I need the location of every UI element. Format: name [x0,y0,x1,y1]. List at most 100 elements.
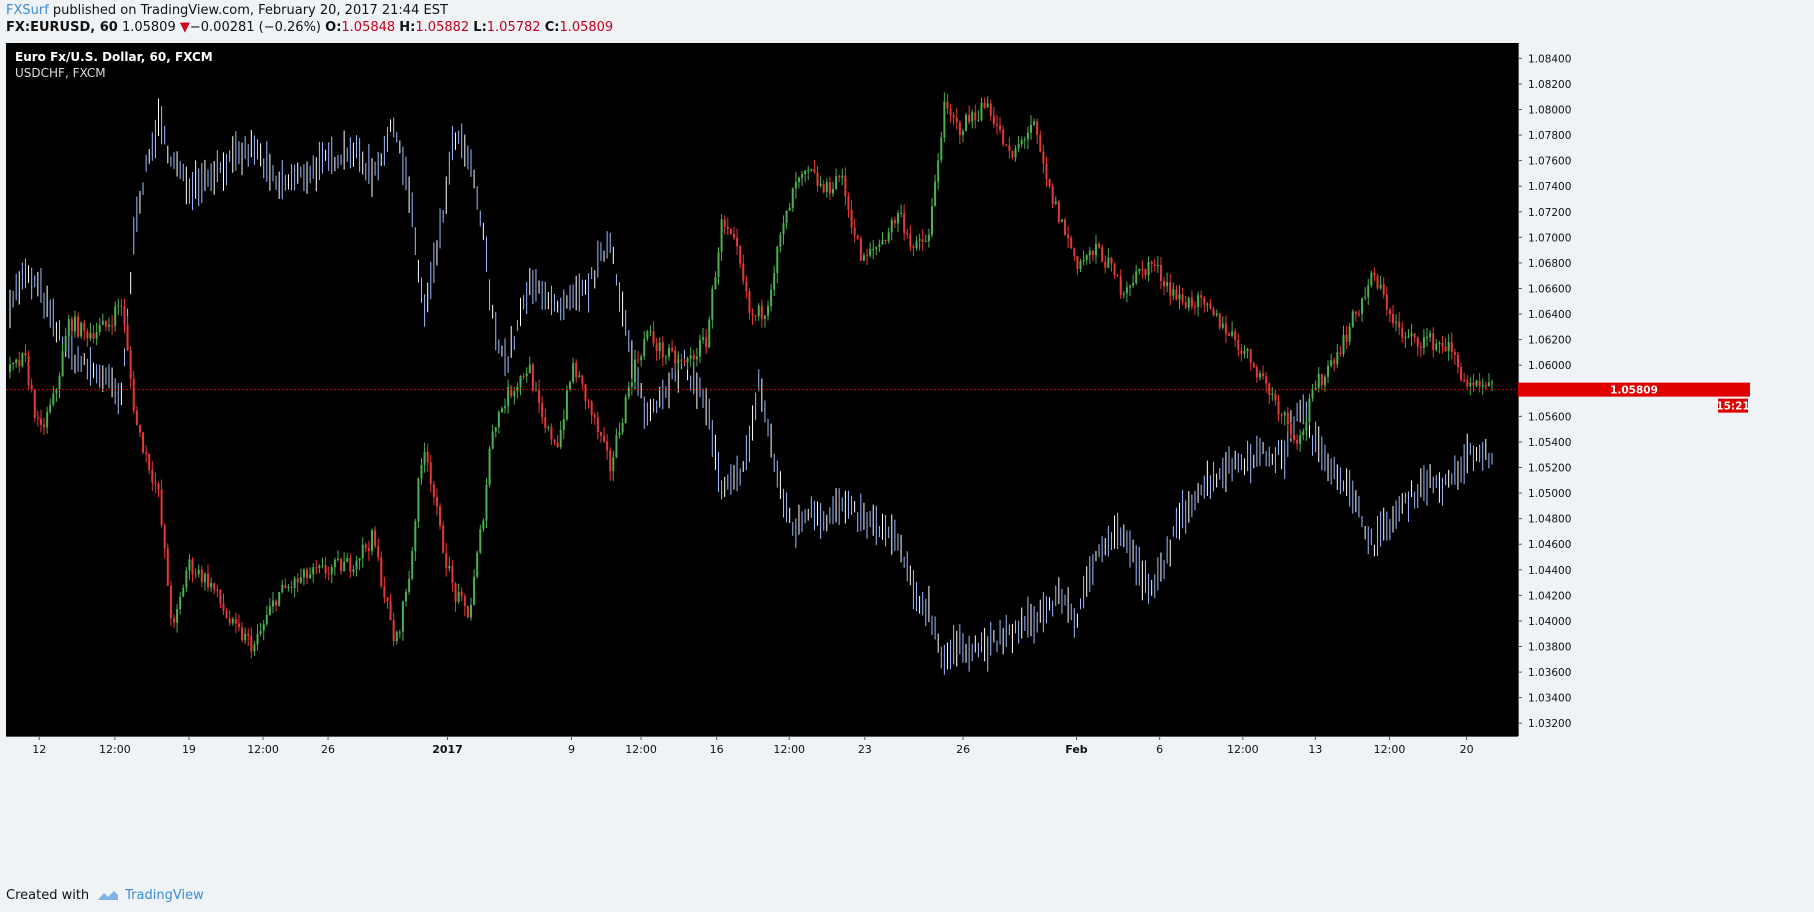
price-tick-label-17: 1.04800 [1528,514,1571,526]
time-axis[interactable]: 12 12:00 19 12:00 26 2017 9 12:00 16 12:00 23 26 Feb… [6,736,1756,874]
candle-body [55,389,58,394]
candle-body [890,220,893,233]
candle-body [550,426,553,440]
price-axis[interactable]: 1.08400 1.08200 1.08000 1.07800 1.07600 1.074… [1518,43,1756,874]
candle-body [875,247,878,249]
candle-body [188,559,191,571]
candle-body [138,425,141,433]
candle-body [1079,261,1082,269]
candle-body [742,263,745,281]
candle-body [980,102,983,121]
tradingview-logo-icon[interactable] [97,888,119,902]
candle-body [1336,352,1339,365]
candle-body [751,312,754,316]
candle-body [1187,297,1190,308]
candle-body [1317,374,1320,388]
candle-body [1385,294,1388,310]
candle-body [1094,243,1097,256]
candle-body [797,177,800,182]
candle-body [15,359,18,363]
candle-body [160,489,163,526]
candle-body [779,234,782,247]
candle-body [884,240,887,242]
candle-body [1323,376,1326,386]
candle-body [748,291,751,313]
candle-body [559,429,562,447]
candle-body [1017,144,1020,149]
time-tick-label-16: 12:00 [1374,743,1406,756]
candle-body [596,417,599,433]
chart-frame[interactable]: 1.08400 1.08200 1.08000 1.07800 1.07600 1.074… [6,43,1756,874]
candle-body [974,112,977,121]
candle-body [599,432,602,436]
candle-body [992,115,995,125]
candle-body [306,569,309,579]
candle-body [807,170,810,172]
candle-body [179,596,182,610]
candle-body [411,551,414,579]
candle-body [1351,311,1354,327]
candle-body [1460,367,1463,380]
candle-body [1141,268,1144,270]
candle-body [565,388,568,420]
candle-body [677,359,680,364]
candle-body [1156,265,1159,267]
candle-body [1237,340,1240,351]
candle-body [1116,275,1119,277]
candle-body [637,359,640,361]
candle-body [1398,321,1401,328]
candle-body [572,362,575,382]
main-series-legend[interactable]: Euro Fx/U.S. Dollar, 60, FXCM [15,50,213,64]
tradingview-link[interactable]: TradingView [125,887,204,903]
author-link[interactable]: FXSurf [6,3,49,18]
candle-body [231,619,234,624]
overlay-series-legend[interactable]: USDCHF, FXCM [15,66,106,80]
candle-body [482,520,485,530]
candle-body [275,600,278,606]
candle-body [1023,139,1026,141]
candle-body [1481,384,1484,387]
candle-body [142,432,145,453]
candle-body [674,350,677,364]
candle-body [442,525,445,553]
candle-body [732,233,735,238]
candle-body [1463,379,1466,381]
candle-body [578,375,581,378]
candle-body [262,623,265,631]
candle-body [763,315,766,319]
candle-body [1456,354,1459,368]
candle-body [1413,333,1416,338]
candle-body [104,320,107,327]
candle-body [1314,387,1317,391]
candle-body [185,570,188,588]
candle-body [900,212,903,214]
candle-body [1491,382,1493,384]
candle-body [788,207,791,211]
time-tick-label-1: 12:00 [99,743,131,756]
candle-body [12,362,15,365]
candle-body [1444,346,1447,352]
price-chart[interactable]: 1.08400 1.08200 1.08000 1.07800 1.07600 1.074… [6,43,1756,874]
candle-body [108,324,111,327]
candle-body [377,546,380,558]
candle-body [553,439,556,443]
candle-body [287,586,290,589]
candle-body [955,117,958,123]
candle-body [658,342,661,352]
close-value: 1.05809 [559,20,614,35]
candle-body [1262,373,1265,377]
time-tick-label-9: 12:00 [773,743,805,756]
candle-body [986,103,989,108]
price-tick-label-11: 1.06200 [1528,335,1571,347]
candle-body [590,401,593,416]
candle-body [689,355,692,359]
candle-body [624,396,627,423]
candle-body [1268,383,1271,396]
candle-body [794,181,797,189]
candle-body [1184,302,1187,308]
candle-body [887,232,890,242]
candle-body [126,324,129,351]
candle-body [172,618,175,623]
candle-body [958,122,961,136]
price-tick-label-9: 1.06600 [1528,283,1571,295]
